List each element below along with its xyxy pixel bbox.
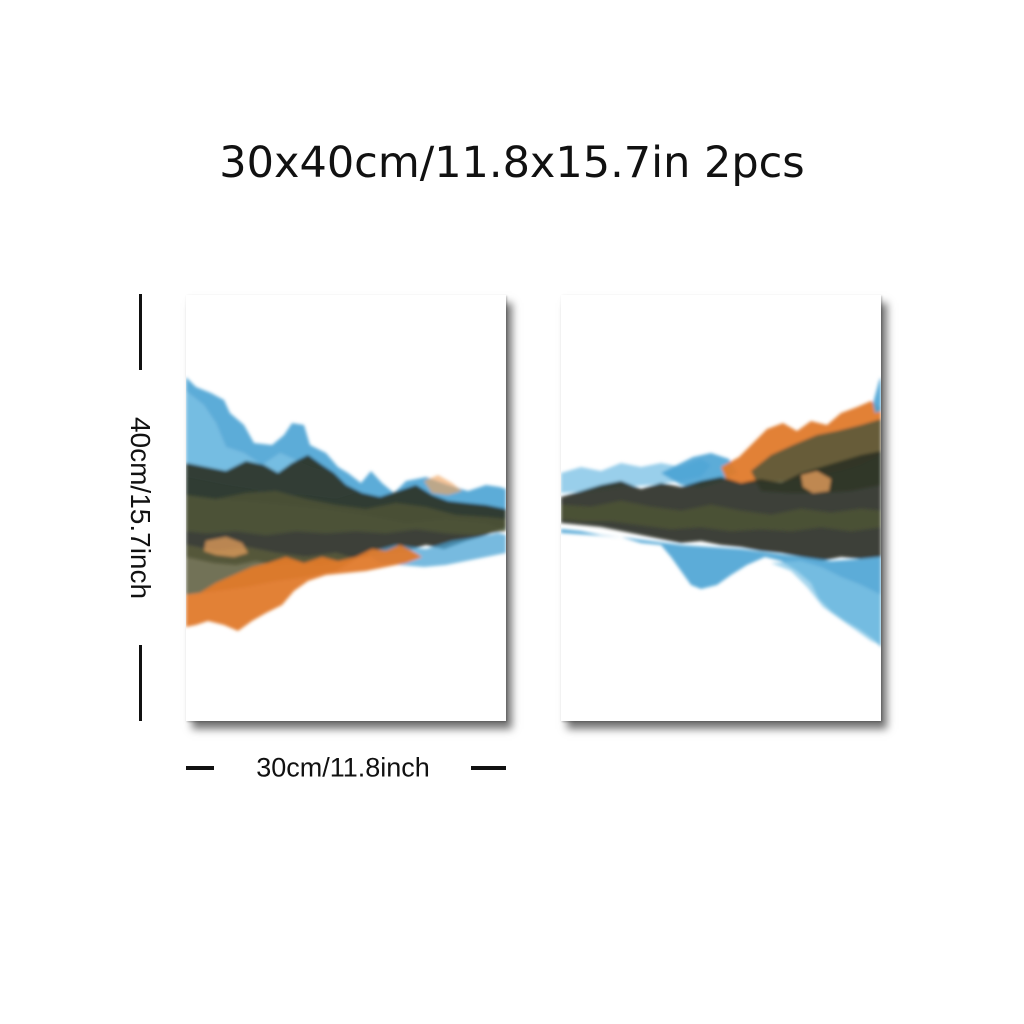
width-marker-left — [186, 766, 214, 770]
right-canvas-print — [561, 295, 881, 721]
height-marker-top — [139, 294, 142, 370]
right-watercolor-artwork — [561, 377, 881, 647]
product-title: 30x40cm/11.8x15.7in 2pcs — [219, 138, 805, 188]
dark-wash — [561, 451, 881, 561]
left-canvas-print — [186, 295, 506, 721]
left-watercolor-artwork — [186, 377, 506, 631]
blue-wash — [561, 529, 881, 647]
height-label: 40cm/15.7inch — [125, 416, 156, 600]
height-marker-bottom — [139, 645, 142, 721]
width-label: 30cm/11.8inch — [256, 752, 430, 783]
orange-wash — [186, 545, 422, 631]
width-marker-right — [471, 766, 506, 770]
